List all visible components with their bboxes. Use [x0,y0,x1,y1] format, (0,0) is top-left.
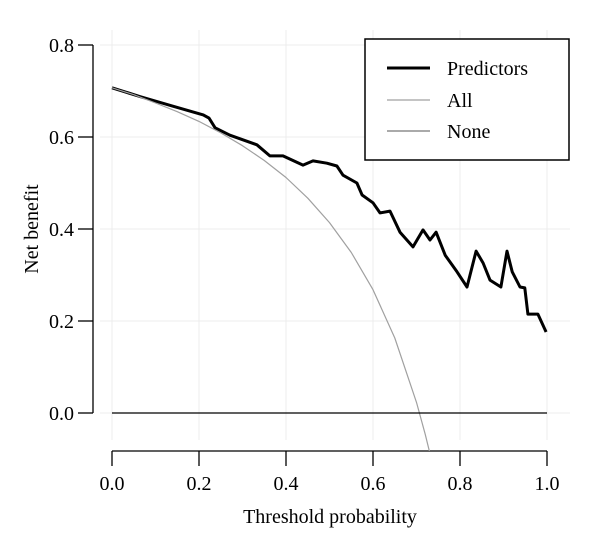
series-lines [111,86,548,451]
legend-label-all: All [447,90,473,112]
legend-label-predictors: Predictors [447,58,528,80]
x-tick-label: 0.8 [448,473,473,495]
x-tick-label: 1.0 [535,473,560,495]
y-tick-label: 0.0 [49,403,74,425]
y-axis-label: Net benefit [21,184,43,274]
legend-label-none: None [447,121,490,143]
series-line-all [111,87,430,451]
legend: Predictors All None [364,38,570,161]
x-tick-label: 0.2 [187,473,212,495]
y-tick-label: 0.4 [49,219,74,241]
y-axis: 0.0 0.2 0.4 0.6 0.8 [49,35,94,425]
x-tick-label: 0.6 [361,473,386,495]
x-axis-label: Threshold probability [243,506,417,528]
x-tick-label: 0.4 [274,473,299,495]
y-tick-label: 0.8 [49,35,74,57]
series-line-predictors [111,86,548,333]
x-axis: 0.0 0.2 0.4 0.6 0.8 1.0 [100,450,560,495]
x-tick-label: 0.0 [100,473,125,495]
y-tick-label: 0.2 [49,311,74,333]
y-tick-label: 0.6 [49,127,74,149]
